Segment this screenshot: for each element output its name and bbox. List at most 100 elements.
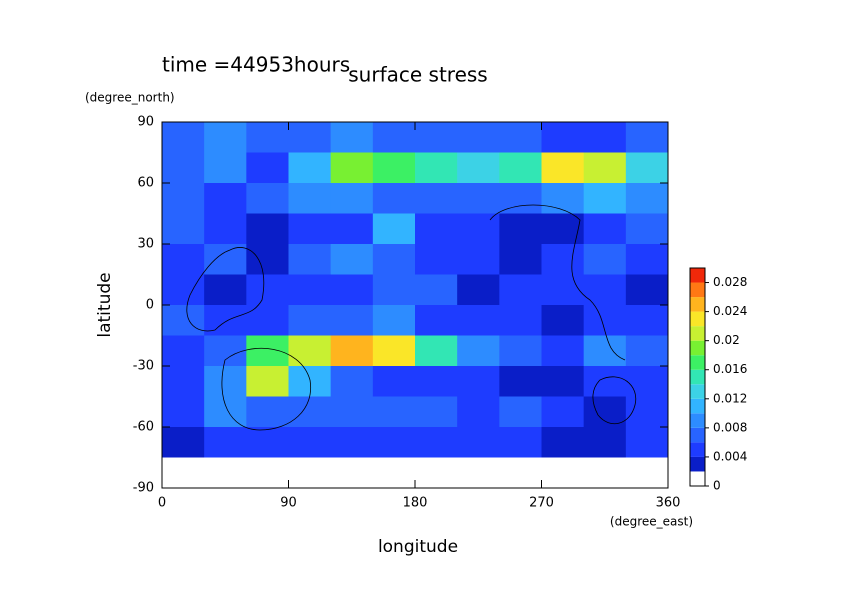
field-cell [625,457,669,489]
colorbar-swatch [690,311,705,327]
field-cell [246,427,289,458]
annotation: time =44953hours [162,53,350,77]
field-cell [583,457,627,489]
field-cell [162,427,205,458]
field-cell [625,244,669,275]
field-cell [541,213,585,245]
field-cell [499,122,542,153]
field [162,122,669,489]
field-cell [162,274,205,306]
field-cell [246,366,289,397]
field-cell [288,122,332,153]
field-cell [457,335,500,367]
colorbar-swatch [690,413,705,428]
field-cell [499,457,542,489]
field-cell [246,244,289,275]
field-cell [330,183,374,214]
field-cell [372,152,416,184]
x-tick-label: 0 [158,496,166,511]
field-cell [204,183,247,214]
x-tick-label: 360 [656,496,681,511]
field-cell [372,274,416,306]
y-tick-label: 0 [146,298,154,313]
colorbar-label: 0.004 [713,449,747,463]
colorbar-swatch [690,282,705,298]
field-cell [457,274,500,306]
field-cell [457,152,500,184]
field-cell [583,366,627,397]
field-cell [541,274,585,306]
colorbar-label: 0.024 [713,304,747,318]
colorbar-swatch [690,369,705,385]
field-cell [162,152,205,184]
field-cell [499,396,542,428]
field-cell [330,122,374,153]
field-cell [583,152,627,184]
field-cell [457,427,500,458]
field-cell [330,457,374,489]
field-cell [246,122,289,153]
field-cell [330,335,374,367]
field-cell [583,183,627,214]
field-cell [330,274,374,306]
field-cell [330,213,374,245]
field-cell [499,427,542,458]
field-cell [499,213,542,245]
field-cell [288,152,332,184]
colorbar-label: 0.016 [713,362,747,376]
field-cell [162,213,205,245]
field-cell [625,335,669,367]
field-cell [246,183,289,214]
field-cell [330,396,374,428]
field-cell [457,213,500,245]
field-cell [372,213,416,245]
field-cell [288,335,332,367]
field-cell [204,457,247,489]
colorbar-frame [689,267,706,487]
field-cell [372,366,416,397]
field-cell [415,427,458,458]
field-cell [288,396,332,428]
field-cell [457,183,500,214]
field-cell [625,183,669,214]
field-cell [162,366,205,397]
field-cell [625,396,669,428]
field-cell [625,305,669,336]
field-cell [583,213,627,245]
field-cell [625,274,669,306]
field-cell [246,213,289,245]
field-cell [372,183,416,214]
field-cell [288,183,332,214]
x-tick-label: 180 [403,496,428,511]
x-tick-label: 270 [529,496,554,511]
colorbar-label: 0.012 [713,391,747,405]
field-cell [415,457,458,489]
colorbar-swatch [690,326,705,341]
field-cell [162,335,205,367]
field-cell [457,366,500,397]
field-cell [162,122,205,153]
field-cell [415,183,458,214]
field-cell [204,244,247,275]
field-cell [625,366,669,397]
colorbar-label: 0.008 [713,420,747,434]
field-cell [625,152,669,184]
colorbar-label: 0.02 [713,333,740,347]
field-cell [372,335,416,367]
field-cell [583,274,627,306]
colorbar-swatch [690,384,705,399]
field-cell [457,396,500,428]
field-cell [457,122,500,153]
colorbar-swatch [690,398,705,414]
field-cell [583,244,627,275]
y-tick-label: 90 [137,115,154,130]
field-cell [415,122,458,153]
field-cell [204,152,247,184]
field-cell [499,244,542,275]
y-axis-label: latitude [95,272,115,337]
field-cell [372,305,416,336]
field-cell [541,244,585,275]
field-cell [457,457,500,489]
field-cell [415,305,458,336]
